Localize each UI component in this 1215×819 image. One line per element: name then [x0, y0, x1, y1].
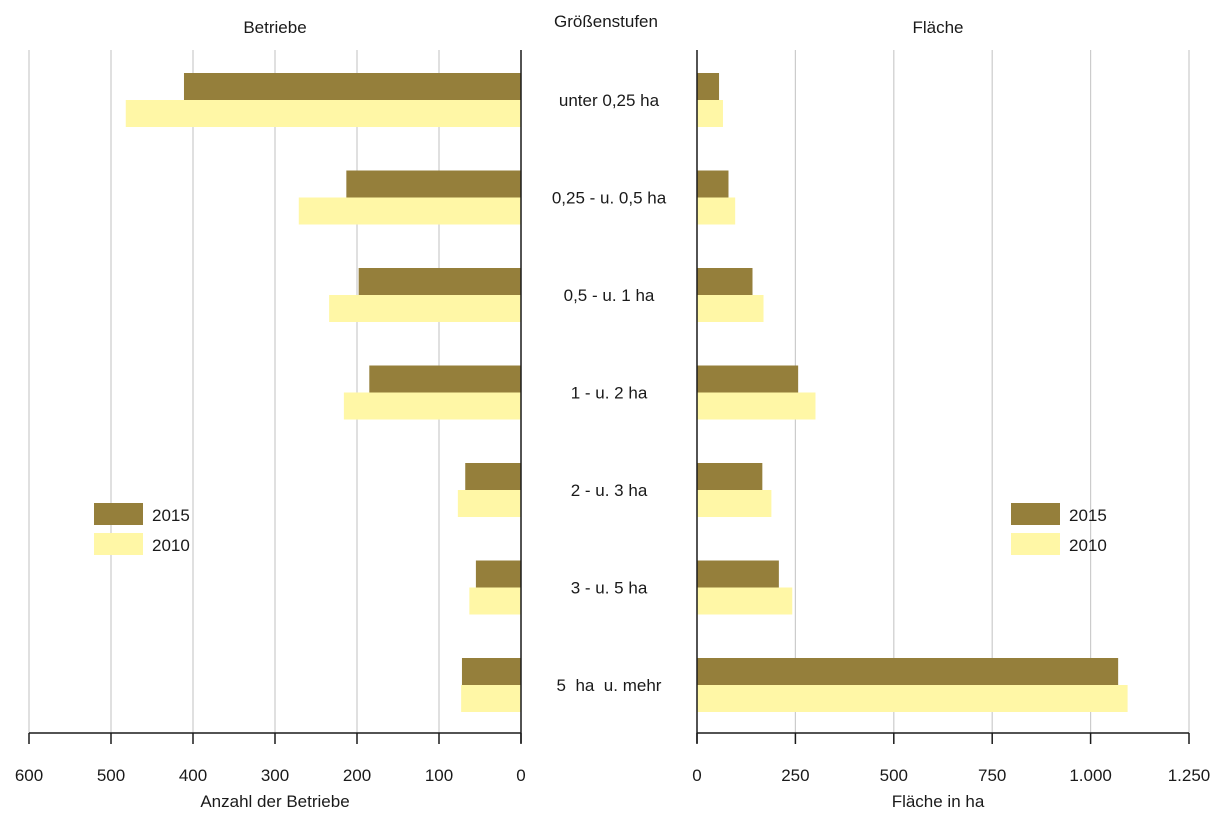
x-tick-label: 1.250	[1168, 766, 1211, 785]
panel-title: Betriebe	[243, 18, 306, 37]
category-label: unter 0,25 ha	[559, 91, 660, 110]
category-label: 0,5 - u. 1 ha	[564, 286, 655, 305]
category-label: 3 - u. 5 ha	[571, 579, 648, 598]
bar-betriebe-2010-1	[298, 197, 521, 225]
legend-label-2015: 2015	[1069, 506, 1107, 525]
x-axis-label: Anzahl der Betriebe	[200, 792, 349, 811]
bar-betriebe-2010-4	[457, 490, 521, 517]
bar-flaeche-2010-5	[697, 587, 793, 615]
bar-betriebe-2010-6	[461, 685, 521, 712]
x-tick-label: 500	[97, 766, 125, 785]
x-tick-label: 100	[425, 766, 453, 785]
bar-flaeche-2010-1	[697, 197, 736, 225]
bar-flaeche-2010-4	[697, 490, 772, 517]
x-tick-label: 250	[781, 766, 809, 785]
x-tick-label: 300	[261, 766, 289, 785]
category-label: 5 ha u. mehr	[557, 676, 662, 695]
x-tick-label: 0	[692, 766, 701, 785]
bar-betriebe-2015-3	[369, 365, 521, 393]
x-tick-label: 1.000	[1069, 766, 1112, 785]
x-tick-label: 200	[343, 766, 371, 785]
legend-swatch-2015	[1011, 503, 1060, 525]
bar-flaeche-2015-5	[697, 560, 779, 588]
bar-flaeche-2010-0	[697, 100, 723, 127]
legend-label-2015: 2015	[152, 506, 190, 525]
bar-flaeche-2015-3	[697, 365, 799, 393]
bar-flaeche-2015-6	[697, 658, 1119, 685]
category-label: 2 - u. 3 ha	[571, 481, 648, 500]
bar-flaeche-2010-2	[697, 295, 764, 322]
x-tick-label: 500	[880, 766, 908, 785]
legend-swatch-2010	[1011, 533, 1060, 555]
panel-title: Fläche	[912, 18, 963, 37]
bar-betriebe-2015-0	[183, 73, 522, 100]
bar-flaeche-2015-2	[697, 268, 753, 295]
bar-flaeche-2015-4	[697, 463, 763, 490]
bar-betriebe-2015-1	[346, 170, 521, 198]
legend-label-2010: 2010	[1069, 536, 1107, 555]
bar-flaeche-2015-0	[697, 73, 720, 100]
bar-flaeche-2010-6	[697, 685, 1128, 712]
legend-swatch-2015	[94, 503, 143, 525]
bar-betriebe-2015-5	[475, 560, 521, 588]
legend-swatch-2010	[94, 533, 143, 555]
bar-flaeche-2010-3	[697, 392, 816, 420]
legend-label-2010: 2010	[152, 536, 190, 555]
bar-betriebe-2010-0	[125, 100, 521, 127]
center-heading: Größenstufen	[554, 12, 658, 31]
bar-betriebe-2010-2	[329, 295, 521, 322]
x-tick-label: 400	[179, 766, 207, 785]
x-tick-label: 600	[15, 766, 43, 785]
x-tick-label: 0	[516, 766, 525, 785]
bar-betriebe-2015-6	[461, 658, 521, 685]
x-axis-label: Fläche in ha	[892, 792, 985, 811]
bar-betriebe-2015-2	[358, 268, 521, 295]
bar-flaeche-2015-1	[697, 170, 729, 198]
category-label: 1 - u. 2 ha	[571, 384, 648, 403]
x-tick-label: 750	[978, 766, 1006, 785]
bar-betriebe-2010-3	[343, 392, 521, 420]
bar-betriebe-2015-4	[465, 463, 521, 490]
category-label: 0,25 - u. 0,5 ha	[552, 189, 667, 208]
bar-betriebe-2010-5	[469, 587, 521, 615]
